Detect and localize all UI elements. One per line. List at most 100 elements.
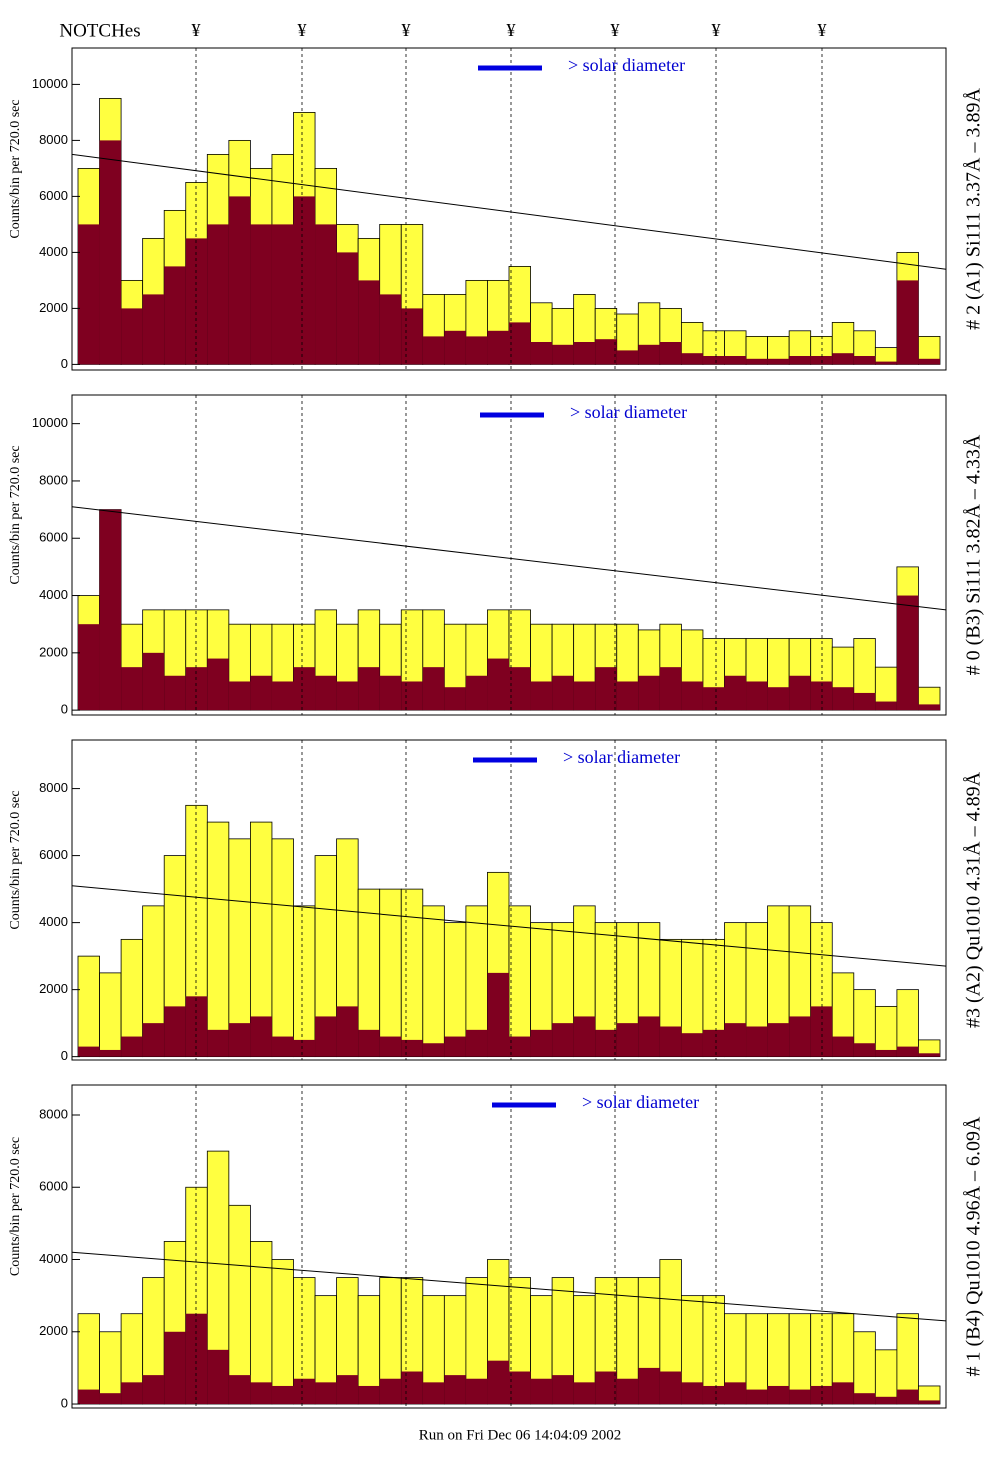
sub-bar xyxy=(681,353,703,365)
sub-bar xyxy=(810,1385,833,1405)
sub-bar xyxy=(681,681,703,711)
total-bar xyxy=(77,955,100,1058)
sub-bar xyxy=(552,1023,574,1057)
sub-bar xyxy=(767,358,790,365)
y-tick-label: 0 xyxy=(61,1048,68,1063)
total-bar xyxy=(443,922,467,1058)
y-tick-label: 2000 xyxy=(39,300,68,315)
sub-bar xyxy=(99,1393,122,1405)
sub-bar xyxy=(918,1053,940,1057)
sub-bar xyxy=(271,1036,294,1057)
sub-bar xyxy=(444,1375,466,1405)
sub-bar xyxy=(444,687,466,711)
total-bar xyxy=(271,1259,294,1405)
y-tick-label: 2000 xyxy=(39,981,68,996)
sub-bar xyxy=(595,1029,617,1057)
sub-bar xyxy=(271,1385,294,1405)
total-bar xyxy=(874,1005,898,1058)
legend-label: > solar diameter xyxy=(563,747,680,767)
sub-bar xyxy=(185,996,208,1057)
y-tick-label: 6000 xyxy=(39,188,68,203)
fit-line xyxy=(71,153,947,270)
sub-bar xyxy=(315,1382,337,1405)
sub-bar xyxy=(746,1026,768,1057)
sub-bar xyxy=(896,1046,919,1057)
sub-bar xyxy=(573,342,596,365)
y-tick-label: 10000 xyxy=(32,76,68,91)
y-axis-label: Counts/bin per 720.0 sec xyxy=(8,790,23,929)
sub-bar xyxy=(121,1382,143,1405)
sub-bar xyxy=(228,1375,251,1405)
legend-label: > solar diameter xyxy=(568,55,685,75)
sub-bar xyxy=(358,280,380,365)
sub-bar xyxy=(789,1389,811,1405)
sub-bar xyxy=(530,1029,553,1057)
sub-bar xyxy=(810,356,833,365)
sub-bar xyxy=(228,1023,251,1057)
notch-label: ¥ xyxy=(712,20,721,40)
sub-bar xyxy=(164,675,186,711)
sub-bar xyxy=(336,1006,359,1057)
y-tick-label: 2000 xyxy=(39,1323,68,1338)
y-axis-label: Counts/bin per 720.0 sec xyxy=(8,99,23,238)
sub-bar xyxy=(530,342,553,365)
side-label: # 0 (B3) Si111 3.82Å – 4.33Å xyxy=(963,434,985,675)
sub-bar xyxy=(99,140,122,365)
sub-bar xyxy=(142,1023,165,1057)
sub-bar xyxy=(444,330,466,365)
sub-bar xyxy=(444,1036,466,1057)
sub-bar xyxy=(487,1360,509,1405)
legend-label: > solar diameter xyxy=(582,1092,699,1112)
sub-bar xyxy=(746,358,768,365)
sub-bar xyxy=(293,667,316,711)
fit-line xyxy=(71,506,947,611)
sub-bar xyxy=(293,1039,316,1057)
sub-bar xyxy=(271,681,294,711)
sub-bar xyxy=(616,681,639,711)
sub-bar xyxy=(164,266,186,365)
side-label: # 1 (B4) Qu1010 4.96Å – 6.09Å xyxy=(963,1116,985,1377)
y-tick-label: 0 xyxy=(61,356,68,371)
total-bar xyxy=(422,905,445,1058)
sub-bar xyxy=(422,336,445,365)
total-bar xyxy=(206,821,230,1058)
total-bar xyxy=(293,905,316,1058)
sub-bar xyxy=(250,1382,272,1405)
sub-bar xyxy=(99,1049,122,1057)
sub-bar xyxy=(573,681,596,711)
sub-bar xyxy=(509,1036,531,1057)
footer: Run on Fri Dec 06 14:04:09 2002 xyxy=(419,1427,622,1443)
sub-bar xyxy=(789,1016,811,1057)
sub-bar xyxy=(724,356,747,365)
sub-bar xyxy=(422,1043,445,1057)
y-tick-label: 10000 xyxy=(32,415,68,430)
sub-bar xyxy=(702,356,725,365)
sub-bar xyxy=(358,1385,380,1405)
notch-label: ¥ xyxy=(192,20,201,40)
sub-bar xyxy=(164,1331,186,1405)
sub-bar xyxy=(896,1389,919,1405)
sub-bar xyxy=(875,1396,897,1405)
sub-bar xyxy=(207,658,229,711)
y-tick-label: 8000 xyxy=(39,1106,68,1121)
sub-bar xyxy=(810,681,833,711)
sub-bar xyxy=(401,1371,423,1405)
sub-bar xyxy=(552,675,574,711)
sub-bar xyxy=(659,1371,682,1405)
sub-bar xyxy=(142,652,165,711)
sub-bar xyxy=(487,330,509,365)
fit-line xyxy=(71,1251,947,1322)
sub-bar xyxy=(379,1036,402,1057)
sub-bar xyxy=(638,344,660,365)
sub-bar xyxy=(659,342,682,365)
y-tick-label: 4000 xyxy=(39,587,68,602)
sub-bar xyxy=(78,1389,100,1405)
sub-bar xyxy=(336,252,359,365)
sub-bar xyxy=(638,1016,660,1057)
sub-bar xyxy=(379,675,402,711)
sub-bar xyxy=(509,667,531,711)
fit-line xyxy=(71,885,947,967)
sub-bar xyxy=(207,1029,229,1057)
